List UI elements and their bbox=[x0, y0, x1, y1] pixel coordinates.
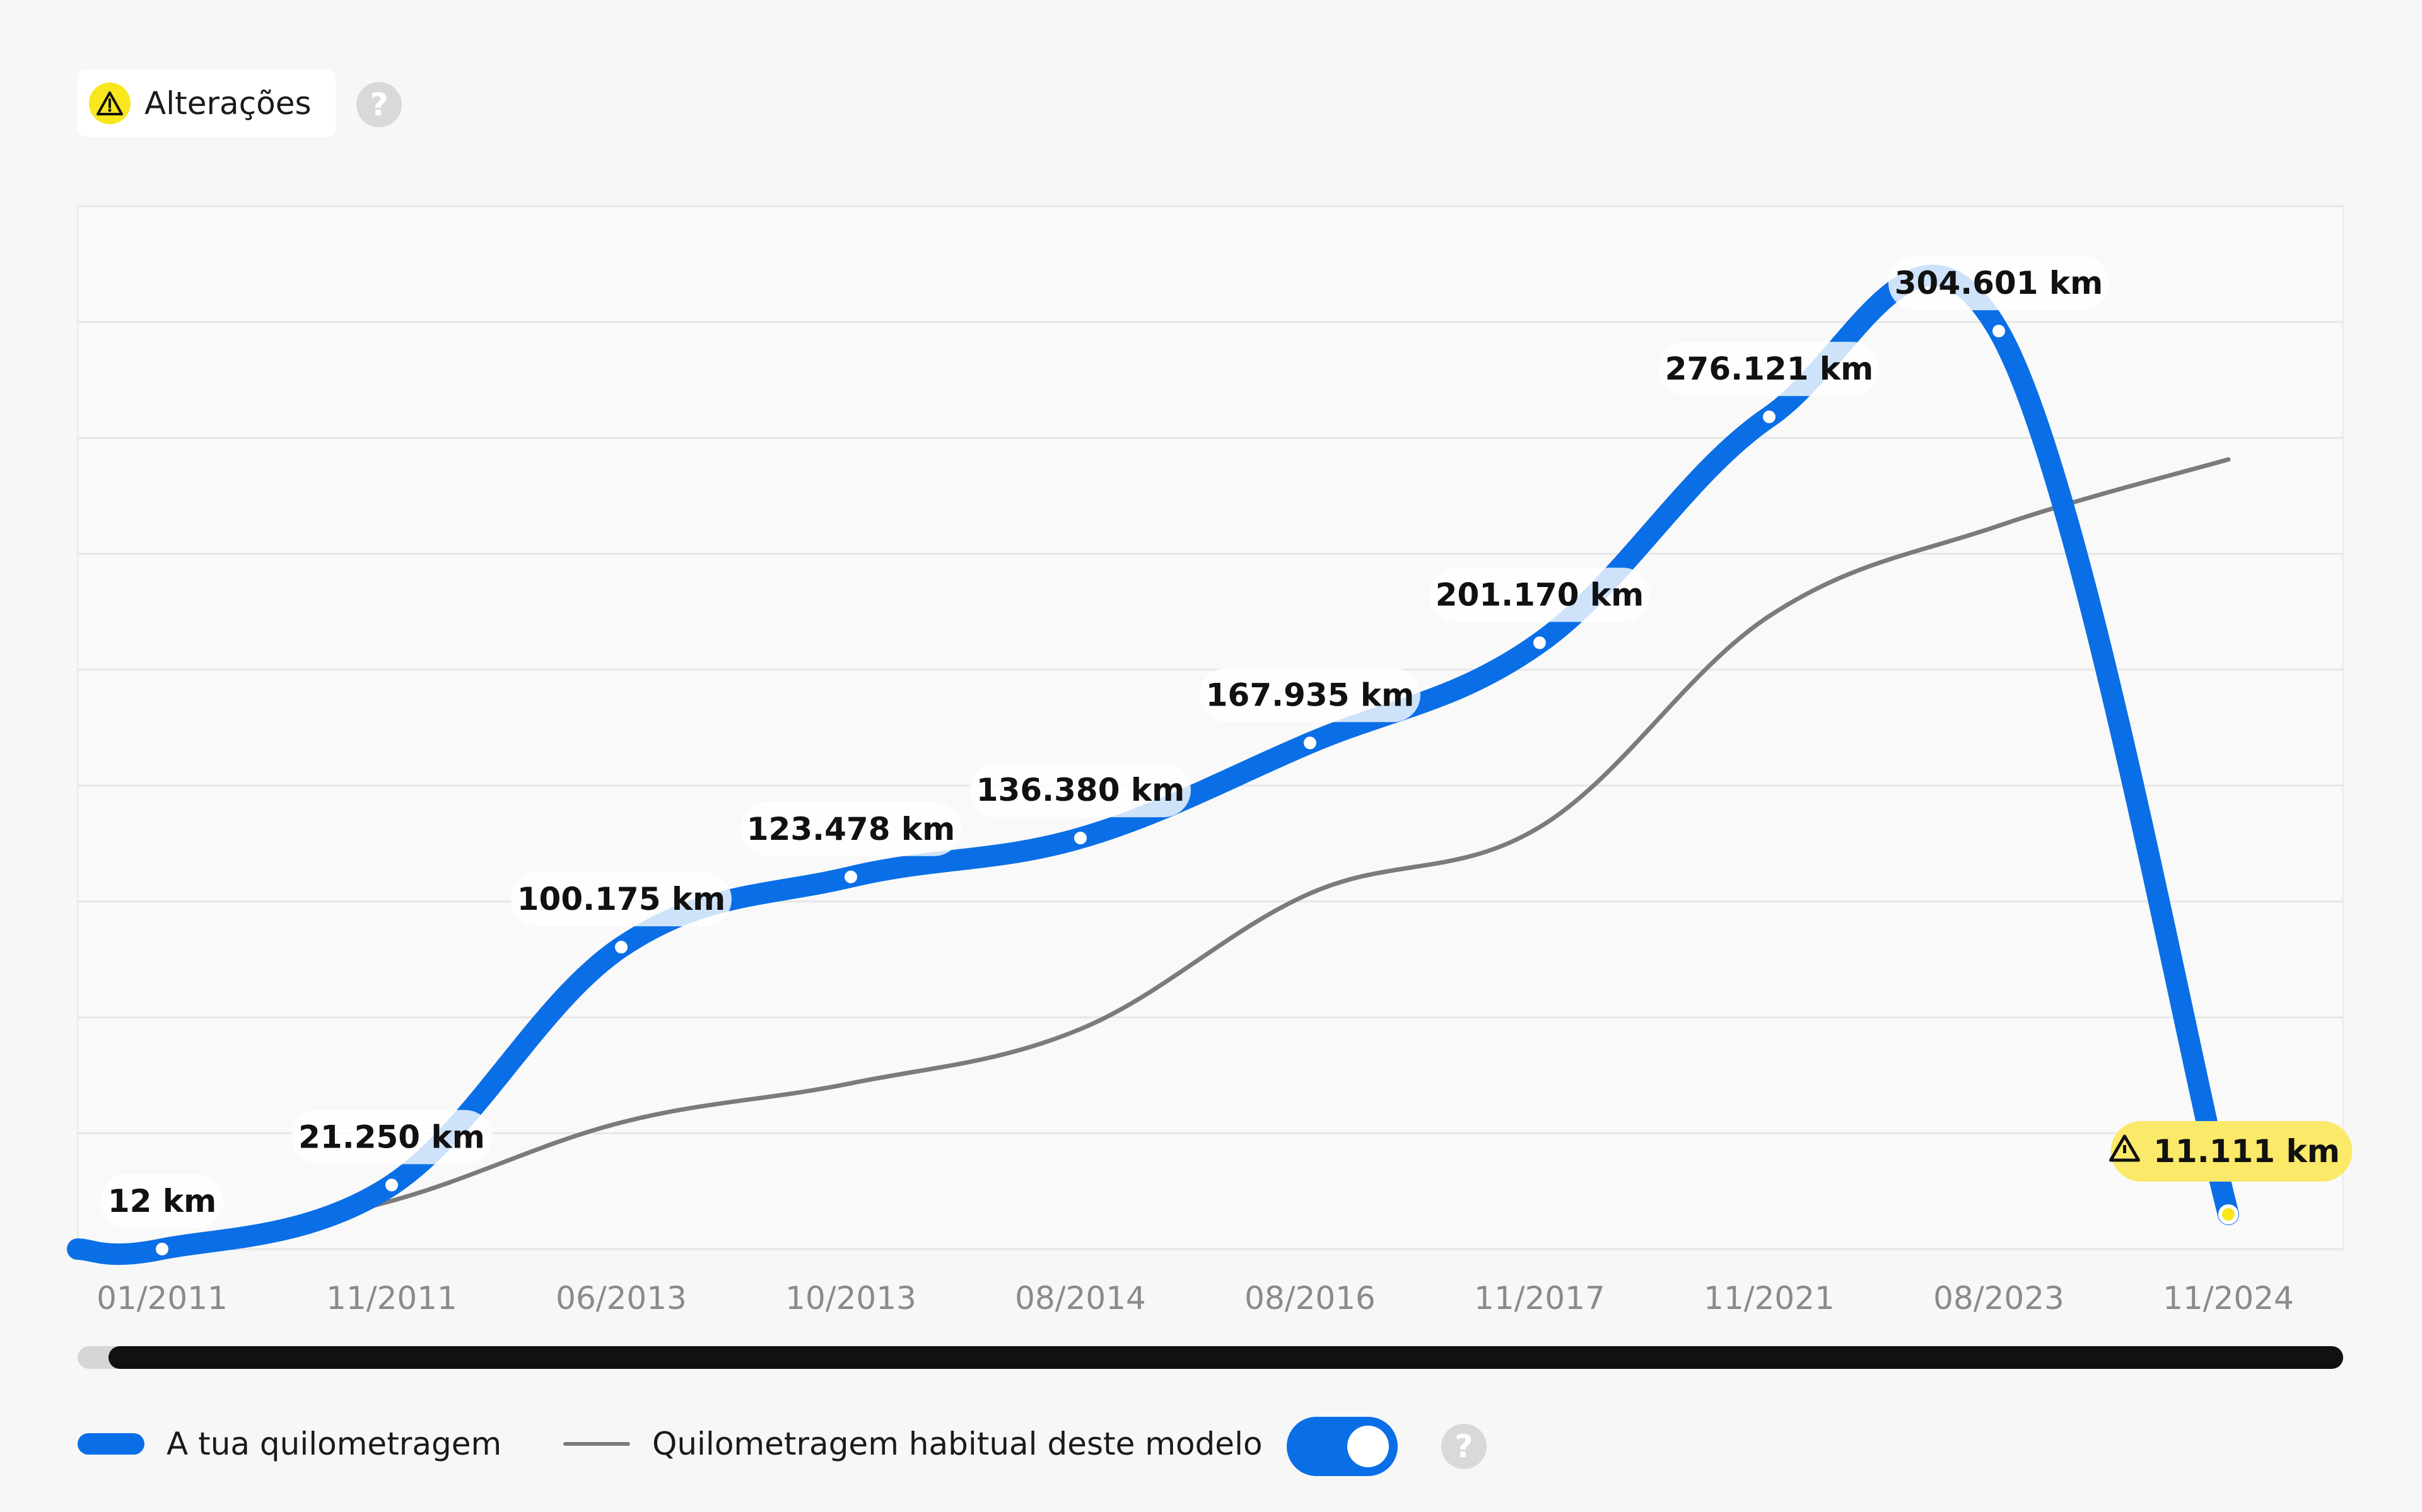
data-point bbox=[1989, 321, 2009, 341]
x-tick-label: 08/2023 bbox=[1933, 1280, 2064, 1317]
data-point bbox=[611, 937, 631, 958]
data-label: 167.935 km bbox=[1206, 677, 1415, 713]
data-label-bg bbox=[100, 1173, 224, 1228]
alerts-button[interactable]: Alterações bbox=[78, 69, 336, 137]
x-tick-label: 01/2011 bbox=[97, 1280, 228, 1317]
x-tick-label: 10/2013 bbox=[785, 1280, 916, 1317]
data-label-bg bbox=[740, 801, 961, 856]
legend-question-mark-icon[interactable]: ? bbox=[1441, 1424, 1487, 1469]
data-point bbox=[382, 1175, 402, 1195]
series-typical-mileage-line bbox=[139, 457, 2231, 1255]
chart-scrollbar-thumb[interactable] bbox=[108, 1346, 2343, 1369]
data-label-bg bbox=[1659, 342, 1880, 397]
data-point bbox=[2218, 1204, 2238, 1224]
data-label: 21.250 km bbox=[298, 1119, 485, 1155]
x-tick-label: 08/2014 bbox=[1015, 1280, 1146, 1317]
x-tick-label: 11/2011 bbox=[326, 1280, 457, 1317]
chart-legend: A tua quilometragem Quilometragem habitu… bbox=[0, 1412, 2422, 1475]
warning-triangle-icon bbox=[89, 82, 131, 124]
typical-mileage-toggle[interactable] bbox=[1287, 1417, 1398, 1476]
data-label: 123.478 km bbox=[747, 811, 956, 847]
x-tick-label: 08/2016 bbox=[1244, 1280, 1376, 1317]
toggle-knob bbox=[1347, 1426, 1389, 1467]
x-tick-label: 11/2021 bbox=[1704, 1280, 1835, 1317]
data-point bbox=[841, 866, 861, 887]
data-label-bg bbox=[1429, 567, 1650, 622]
data-label: 276.121 km bbox=[1665, 351, 1874, 387]
data-point bbox=[1300, 733, 1320, 753]
data-label: 136.380 km bbox=[976, 772, 1185, 808]
data-label-bg bbox=[1200, 668, 1420, 723]
legend-item-your-mileage: A tua quilometragem bbox=[78, 1412, 501, 1475]
data-label-bg bbox=[511, 872, 732, 927]
data-label-bg bbox=[970, 763, 1191, 818]
x-tick-label: 11/2017 bbox=[1474, 1280, 1605, 1317]
data-point bbox=[1070, 828, 1091, 849]
legend-swatch-your-mileage bbox=[78, 1433, 144, 1455]
warning-triangle-icon bbox=[2109, 1134, 2140, 1162]
question-mark-icon[interactable]: ? bbox=[356, 82, 402, 127]
data-point bbox=[152, 1238, 172, 1259]
data-label-bg bbox=[1888, 256, 2109, 310]
data-label: 304.601 km bbox=[1895, 265, 2103, 301]
x-tick-label: 11/2024 bbox=[2163, 1280, 2294, 1317]
data-label-bg bbox=[291, 1110, 493, 1165]
legend-label-your-mileage: A tua quilometragem bbox=[167, 1426, 502, 1462]
legend-item-typical-mileage: Quilometragem habitual deste modelo bbox=[563, 1412, 1263, 1475]
data-point bbox=[1530, 632, 1550, 653]
data-label-bg bbox=[2110, 1121, 2353, 1182]
legend-swatch-typical-mileage bbox=[563, 1442, 630, 1446]
data-label: 12 km bbox=[108, 1183, 216, 1219]
x-tick-label: 06/2013 bbox=[556, 1280, 687, 1317]
data-label: 11.111 km bbox=[2153, 1133, 2340, 1170]
legend-label-typical-mileage: Quilometragem habitual deste modelo bbox=[652, 1426, 1263, 1462]
data-point bbox=[1759, 407, 1779, 427]
data-label: 201.170 km bbox=[1436, 576, 1644, 613]
data-label: 100.175 km bbox=[517, 881, 726, 917]
alerts-label: Alterações bbox=[144, 84, 312, 122]
